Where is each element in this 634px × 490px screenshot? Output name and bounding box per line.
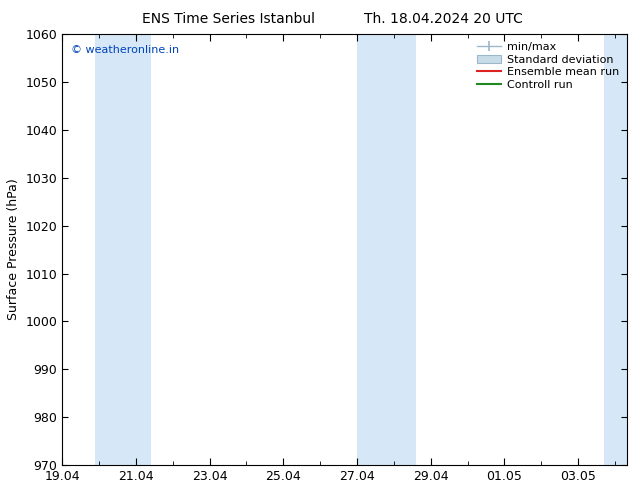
Bar: [604, 34, 627, 465]
Bar: [387, 34, 416, 465]
Bar: [95, 34, 121, 465]
Legend: min/max, Standard deviation, Ensemble mean run, Controll run: min/max, Standard deviation, Ensemble me…: [472, 37, 624, 95]
Text: ENS Time Series Istanbul: ENS Time Series Istanbul: [142, 12, 314, 26]
Text: Th. 18.04.2024 20 UTC: Th. 18.04.2024 20 UTC: [365, 12, 523, 26]
Y-axis label: Surface Pressure (hPa): Surface Pressure (hPa): [7, 179, 20, 320]
Bar: [357, 34, 387, 465]
Bar: [121, 34, 151, 465]
Text: © weatheronline.in: © weatheronline.in: [71, 45, 179, 55]
